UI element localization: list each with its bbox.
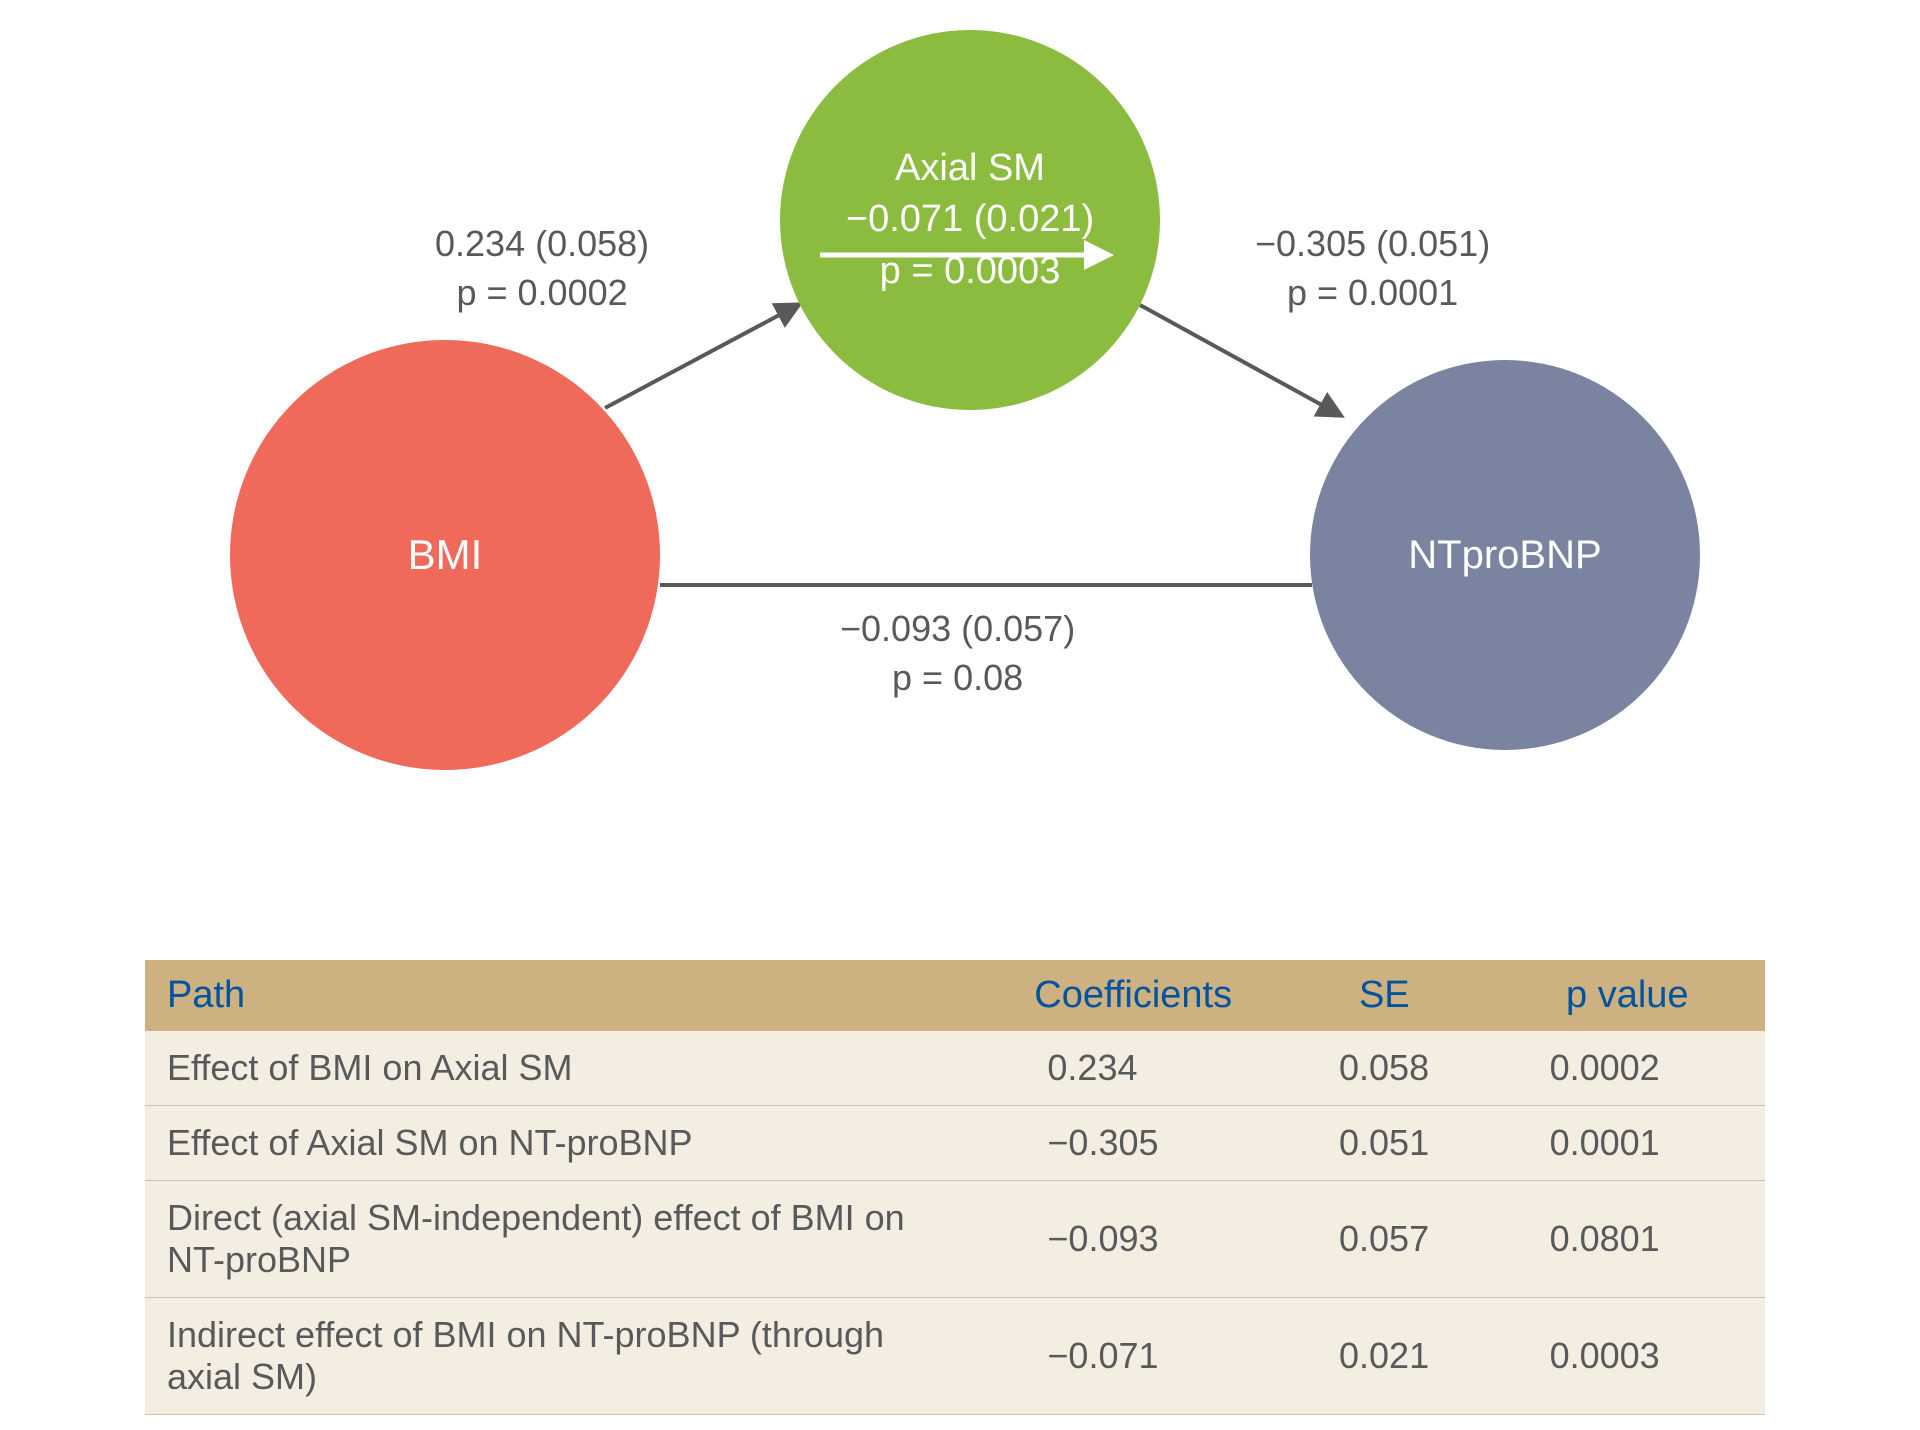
- edge-label-axial-nt-line2: p = 0.0001: [1255, 269, 1490, 318]
- table-cell-value: 0.0002: [1490, 1031, 1765, 1106]
- table-cell-value: 0.057: [1279, 1181, 1490, 1298]
- node-bmi-label: BMI: [408, 527, 483, 584]
- table-cell-value: 0.051: [1279, 1106, 1490, 1181]
- table-cell-value: 0.058: [1279, 1031, 1490, 1106]
- table-cell-value: 0.234: [987, 1031, 1279, 1106]
- mediation-diagram: BMI Axial SM −0.071 (0.021) p = 0.0003 N…: [160, 30, 1760, 910]
- table-header-row: PathCoefficientsSEp value: [145, 960, 1765, 1031]
- edge-label-bmi-nt-line1: −0.093 (0.057): [840, 605, 1075, 654]
- edge-label-bmi-nt: −0.093 (0.057) p = 0.08: [840, 605, 1075, 702]
- table-cell-value: 0.0801: [1490, 1181, 1765, 1298]
- table-cell-value: −0.071: [987, 1298, 1279, 1415]
- table-col-header: SE: [1279, 960, 1490, 1031]
- node-nt-label: NTproBNP: [1408, 528, 1601, 582]
- table-body: Effect of BMI on Axial SM0.2340.0580.000…: [145, 1031, 1765, 1415]
- node-axial: Axial SM −0.071 (0.021) p = 0.0003: [780, 30, 1160, 410]
- results-table-wrap: PathCoefficientsSEp value Effect of BMI …: [145, 960, 1765, 1415]
- edge-axial-nt: [1140, 305, 1340, 415]
- node-ntprobnp: NTproBNP: [1310, 360, 1700, 750]
- table-col-header: p value: [1490, 960, 1765, 1031]
- edge-label-bmi-axial-line1: 0.234 (0.058): [435, 220, 649, 269]
- table-cell-path: Effect of Axial SM on NT-proBNP: [145, 1106, 987, 1181]
- edge-label-bmi-nt-line2: p = 0.08: [840, 654, 1075, 703]
- table-row: Effect of Axial SM on NT-proBNP−0.3050.0…: [145, 1106, 1765, 1181]
- table-cell-path: Effect of BMI on Axial SM: [145, 1031, 987, 1106]
- table-col-header: Path: [145, 960, 987, 1031]
- inner-arrow: [780, 30, 1160, 410]
- results-table: PathCoefficientsSEp value Effect of BMI …: [145, 960, 1765, 1415]
- edge-bmi-axial: [605, 305, 798, 408]
- edge-label-axial-nt-line1: −0.305 (0.051): [1255, 220, 1490, 269]
- edge-label-bmi-axial-line2: p = 0.0002: [435, 269, 649, 318]
- table-cell-value: 0.021: [1279, 1298, 1490, 1415]
- table-row: Direct (axial SM-independent) effect of …: [145, 1181, 1765, 1298]
- edge-label-bmi-axial: 0.234 (0.058) p = 0.0002: [435, 220, 649, 317]
- edge-label-axial-nt: −0.305 (0.051) p = 0.0001: [1255, 220, 1490, 317]
- table-row: Indirect effect of BMI on NT-proBNP (thr…: [145, 1298, 1765, 1415]
- table-col-header: Coefficients: [987, 960, 1279, 1031]
- table-cell-value: 0.0001: [1490, 1106, 1765, 1181]
- table-cell-path: Direct (axial SM-independent) effect of …: [145, 1181, 987, 1298]
- table-cell-value: −0.305: [987, 1106, 1279, 1181]
- table-row: Effect of BMI on Axial SM0.2340.0580.000…: [145, 1031, 1765, 1106]
- table-cell-path: Indirect effect of BMI on NT-proBNP (thr…: [145, 1298, 987, 1415]
- table-cell-value: −0.093: [987, 1181, 1279, 1298]
- table-cell-value: 0.0003: [1490, 1298, 1765, 1415]
- node-bmi: BMI: [230, 340, 660, 770]
